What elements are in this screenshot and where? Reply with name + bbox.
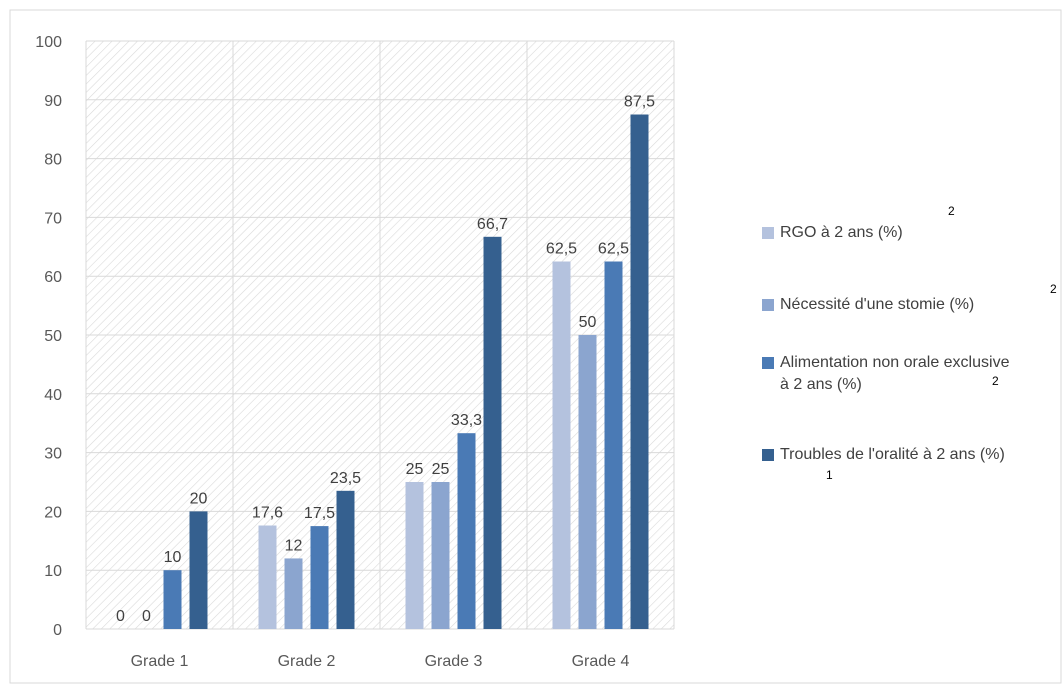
y-tick-label: 10 bbox=[44, 563, 62, 580]
bar bbox=[189, 511, 208, 629]
y-tick-label: 50 bbox=[44, 328, 62, 345]
legend-swatch-stomie bbox=[762, 299, 774, 311]
x-tick-label: Grade 3 bbox=[425, 653, 483, 670]
chart-border bbox=[9, 9, 1062, 684]
y-tick-label: 0 bbox=[53, 622, 62, 639]
x-tick-label: Grade 4 bbox=[572, 653, 630, 670]
legend-sup-rgo: 2 bbox=[948, 204, 955, 218]
data-label: 20 bbox=[190, 490, 208, 507]
bar bbox=[258, 525, 277, 629]
data-label: 0 bbox=[142, 608, 151, 625]
legend-item-alimentation: Alimentation non orale exclusive à 2 ans… bbox=[762, 352, 1010, 396]
data-label: 25 bbox=[406, 461, 424, 478]
y-tick-label: 30 bbox=[44, 446, 62, 463]
bar bbox=[457, 433, 476, 629]
y-tick-label: 40 bbox=[44, 387, 62, 404]
data-label: 62,5 bbox=[598, 241, 629, 258]
y-axis: 0 10 20 30 40 50 60 70 80 90 100 bbox=[35, 34, 62, 639]
data-label: 17,6 bbox=[252, 505, 283, 522]
legend-swatch-alimentation bbox=[762, 357, 774, 369]
data-label: 17,5 bbox=[304, 505, 335, 522]
data-label: 50 bbox=[579, 314, 597, 331]
legend-item-oralite: Troubles de l'oralité à 2 ans (%) bbox=[762, 444, 1060, 466]
legend-item-stomie: Nécessité d'une stomie (%) bbox=[762, 294, 1040, 316]
bar bbox=[431, 482, 450, 629]
bar bbox=[630, 114, 649, 629]
bar bbox=[405, 482, 424, 629]
bar bbox=[552, 261, 571, 629]
legend-label-stomie: Nécessité d'une stomie (%) bbox=[780, 296, 975, 313]
legend-label-alimentation: Alimentation non orale exclusive à 2 ans… bbox=[780, 354, 1010, 393]
bar bbox=[310, 526, 329, 629]
legend-label-oralite: Troubles de l'oralité à 2 ans (%) bbox=[780, 446, 1005, 463]
data-label: 23,5 bbox=[330, 470, 361, 487]
legend-sup-stomie: 2 bbox=[1050, 282, 1057, 296]
legend-label-rgo: RGO à 2 ans (%) bbox=[780, 224, 903, 241]
legend-swatch-oralite bbox=[762, 449, 774, 461]
y-tick-label: 100 bbox=[35, 34, 62, 51]
y-tick-label: 20 bbox=[44, 504, 62, 521]
data-label: 0 bbox=[116, 608, 125, 625]
x-tick-label: Grade 1 bbox=[131, 653, 189, 670]
bar bbox=[578, 335, 597, 629]
y-tick-label: 80 bbox=[44, 152, 62, 169]
data-label: 62,5 bbox=[546, 241, 577, 258]
bar bbox=[483, 236, 502, 629]
data-label: 10 bbox=[164, 549, 182, 566]
data-label: 12 bbox=[285, 537, 303, 554]
bar bbox=[163, 570, 182, 629]
legend-swatch-rgo bbox=[762, 227, 774, 239]
legend-sup-oralite: 1 bbox=[826, 468, 833, 482]
y-tick-label: 60 bbox=[44, 269, 62, 286]
gridlines bbox=[85, 40, 675, 630]
data-label: 66,7 bbox=[477, 216, 508, 233]
y-tick-label: 90 bbox=[44, 93, 62, 110]
legend-sup-alimentation: 2 bbox=[992, 374, 999, 388]
bar bbox=[604, 261, 623, 629]
y-tick-label: 70 bbox=[44, 210, 62, 227]
legend-item-rgo: RGO à 2 ans (%) bbox=[762, 222, 1040, 244]
x-tick-label: Grade 2 bbox=[278, 653, 336, 670]
x-axis: Grade 1 Grade 2 Grade 3 Grade 4 bbox=[131, 653, 630, 670]
data-label: 25 bbox=[432, 461, 450, 478]
bar bbox=[284, 558, 303, 629]
data-label: 33,3 bbox=[451, 412, 482, 429]
data-label: 87,5 bbox=[624, 94, 655, 111]
bar bbox=[336, 490, 355, 629]
